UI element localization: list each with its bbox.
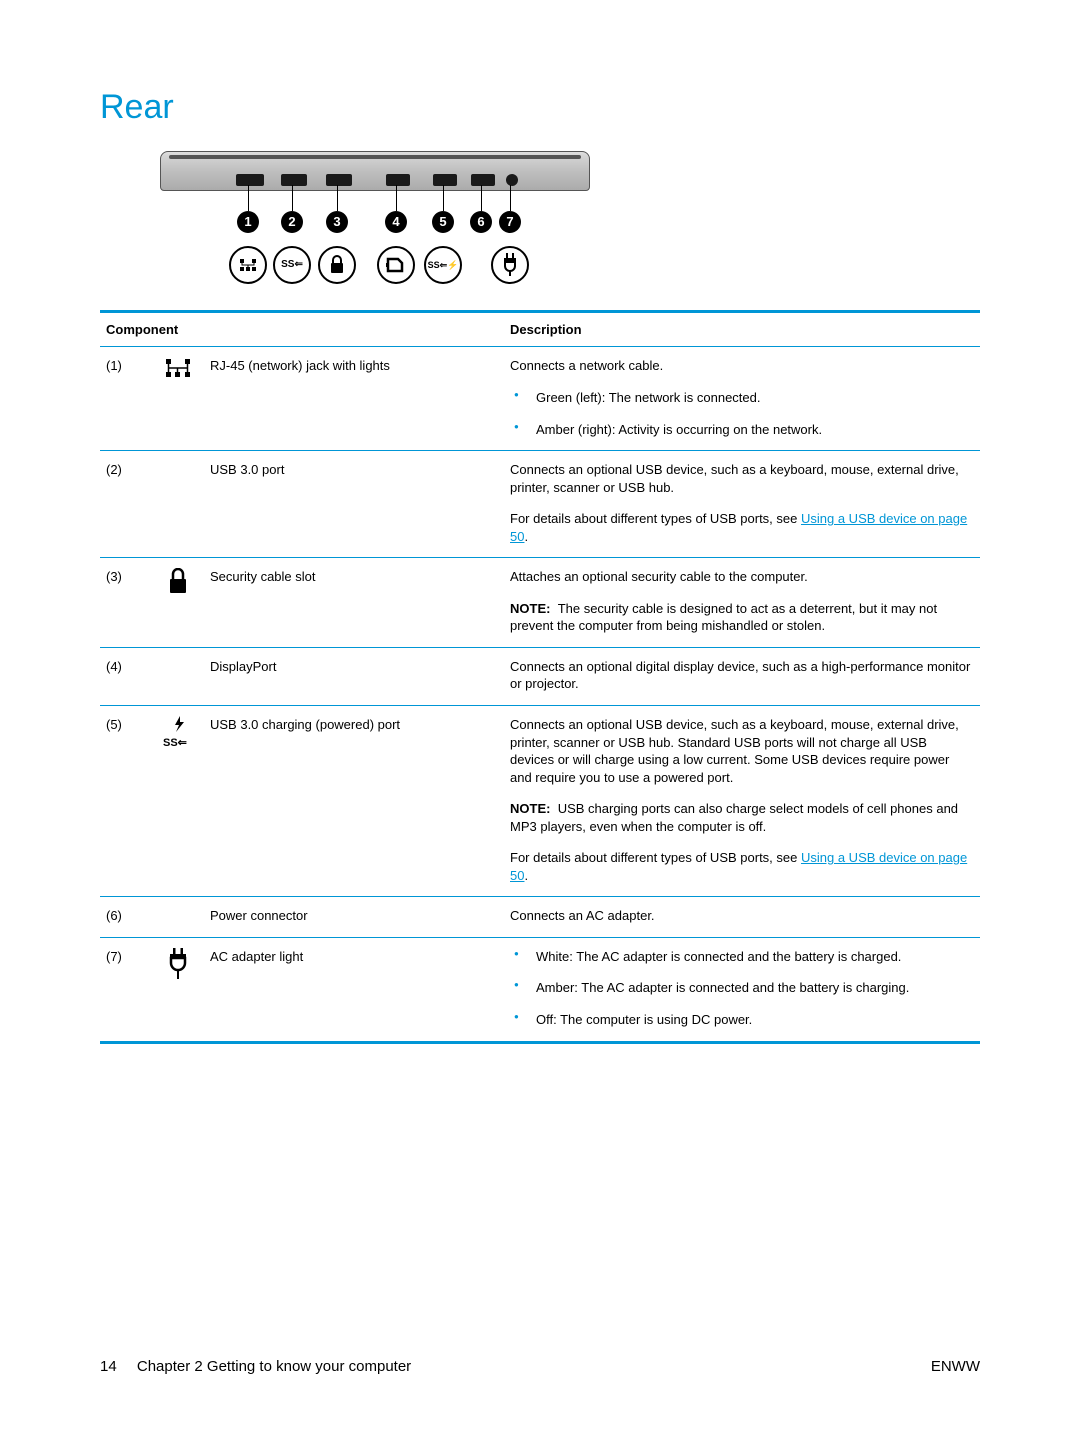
network-icon bbox=[152, 347, 204, 451]
desc-extra: For details about different types of USB… bbox=[510, 849, 974, 884]
empty-icon bbox=[152, 647, 204, 705]
ss-usb-icon: SS⇐ bbox=[273, 246, 311, 284]
component-name: USB 3.0 charging (powered) port bbox=[204, 706, 504, 897]
table-row: (3) Security cable slot Attaches an opti… bbox=[100, 558, 980, 648]
manual-page: Rear 1 2 3 4 5 6 7 bbox=[0, 0, 1080, 1437]
empty-icon bbox=[152, 451, 204, 558]
page-number: 14 bbox=[100, 1358, 117, 1375]
displayport-icon bbox=[377, 246, 415, 284]
callout-2: 2 bbox=[281, 211, 303, 233]
component-name: RJ-45 (network) jack with lights bbox=[204, 347, 504, 451]
row-number: (2) bbox=[100, 451, 152, 558]
callout-numbers: 1 2 3 4 5 6 7 bbox=[160, 211, 590, 235]
callout-7: 7 bbox=[499, 211, 521, 233]
component-description: Connects a network cable. Green (left): … bbox=[504, 347, 980, 451]
bullet-item: Amber: The AC adapter is connected and t… bbox=[536, 979, 974, 997]
component-description: Connects an optional digital display dev… bbox=[504, 647, 980, 705]
empty-icon bbox=[152, 897, 204, 938]
footer-right: ENWW bbox=[931, 1357, 980, 1377]
desc-text: Connects an optional USB device, such as… bbox=[510, 461, 974, 496]
callout-3: 3 bbox=[326, 211, 348, 233]
ss-usb-charge-icon: SS⇐ bbox=[152, 706, 204, 897]
component-description: Connects an optional USB device, such as… bbox=[504, 451, 980, 558]
row-number: (4) bbox=[100, 647, 152, 705]
header-description: Description bbox=[504, 311, 980, 347]
component-name: DisplayPort bbox=[204, 647, 504, 705]
component-table: Component Description (1) RJ-45 (network… bbox=[100, 310, 980, 1044]
row-number: (3) bbox=[100, 558, 152, 648]
callout-1: 1 bbox=[237, 211, 259, 233]
bullet-item: Off: The computer is using DC power. bbox=[536, 1011, 974, 1029]
footer-left: 14 Chapter 2 Getting to know your comput… bbox=[100, 1357, 411, 1377]
ss-charge-icon: SS⇐⚡ bbox=[424, 246, 462, 284]
component-name: Security cable slot bbox=[204, 558, 504, 648]
network-icon bbox=[229, 246, 267, 284]
section-title: Rear bbox=[100, 85, 980, 131]
table-header-row: Component Description bbox=[100, 311, 980, 347]
desc-text: Connects an optional digital display dev… bbox=[510, 658, 974, 693]
table-row: (4) DisplayPort Connects an optional dig… bbox=[100, 647, 980, 705]
laptop-body bbox=[160, 151, 590, 191]
rear-diagram: 1 2 3 4 5 6 7 SS⇐ SS⇐⚡ bbox=[160, 151, 590, 296]
table-row: (5) SS⇐ USB 3.0 charging (powered) port … bbox=[100, 706, 980, 897]
desc-text: Connects an optional USB device, such as… bbox=[510, 716, 974, 786]
component-name: AC adapter light bbox=[204, 937, 504, 1042]
component-description: Connects an optional USB device, such as… bbox=[504, 706, 980, 897]
chapter-label: Chapter 2 Getting to know your computer bbox=[137, 1358, 411, 1375]
component-description: Connects an AC adapter. bbox=[504, 897, 980, 938]
callout-4: 4 bbox=[385, 211, 407, 233]
component-description: White: The AC adapter is connected and t… bbox=[504, 937, 980, 1042]
desc-text: Attaches an optional security cable to t… bbox=[510, 568, 974, 586]
lock-icon bbox=[152, 558, 204, 648]
bullet-item: Green (left): The network is connected. bbox=[536, 389, 974, 407]
row-number: (5) bbox=[100, 706, 152, 897]
header-component: Component bbox=[100, 311, 504, 347]
lock-icon bbox=[318, 246, 356, 284]
svg-text:SS⇐: SS⇐ bbox=[163, 737, 187, 749]
table-row: (6) Power connector Connects an AC adapt… bbox=[100, 897, 980, 938]
desc-text: Connects a network cable. bbox=[510, 357, 974, 375]
plug-icon bbox=[152, 937, 204, 1042]
component-name: USB 3.0 port bbox=[204, 451, 504, 558]
callout-5: 5 bbox=[432, 211, 454, 233]
table-row: (2) USB 3.0 port Connects an optional US… bbox=[100, 451, 980, 558]
component-name: Power connector bbox=[204, 897, 504, 938]
callout-6: 6 bbox=[470, 211, 492, 233]
component-description: Attaches an optional security cable to t… bbox=[504, 558, 980, 648]
desc-extra: For details about different types of USB… bbox=[510, 510, 974, 545]
row-number: (7) bbox=[100, 937, 152, 1042]
row-number: (6) bbox=[100, 897, 152, 938]
desc-text: Connects an AC adapter. bbox=[510, 907, 974, 925]
bullet-item: White: The AC adapter is connected and t… bbox=[536, 948, 974, 966]
table-row: (7) AC adapter light White: The AC adapt… bbox=[100, 937, 980, 1042]
desc-note: NOTE: USB charging ports can also charge… bbox=[510, 800, 974, 835]
table-row: (1) RJ-45 (network) jack with lights Con… bbox=[100, 347, 980, 451]
bullet-item: Amber (right): Activity is occurring on … bbox=[536, 421, 974, 439]
page-footer: 14 Chapter 2 Getting to know your comput… bbox=[100, 1357, 980, 1377]
diagram-icons: SS⇐ SS⇐⚡ bbox=[160, 246, 590, 290]
row-number: (1) bbox=[100, 347, 152, 451]
plug-icon bbox=[491, 246, 529, 284]
desc-note: NOTE: The security cable is designed to … bbox=[510, 600, 974, 635]
